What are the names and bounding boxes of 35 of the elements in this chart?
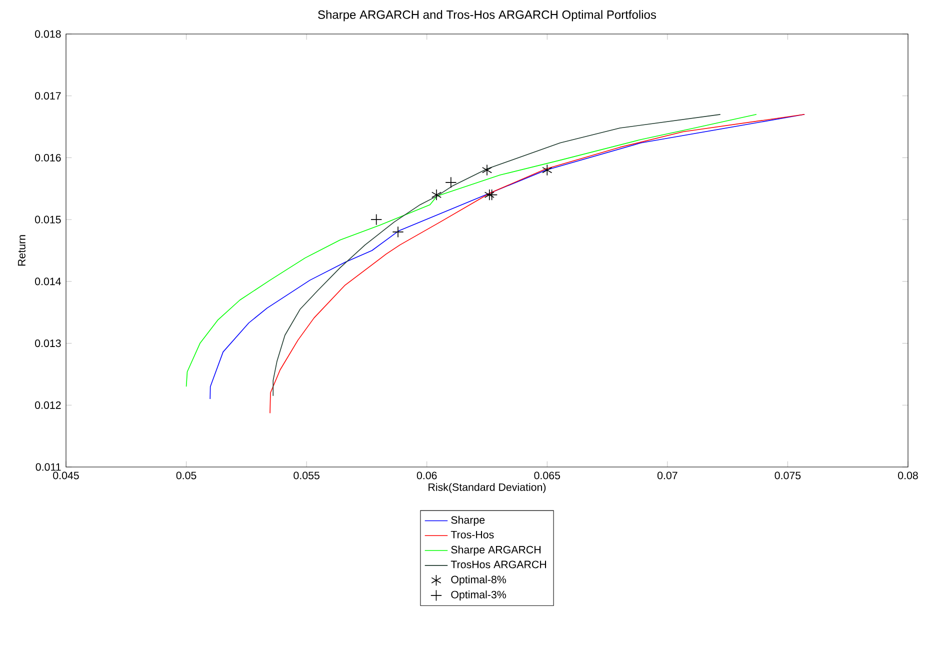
point [445, 176, 457, 188]
point [370, 214, 382, 226]
point [431, 189, 442, 201]
point [392, 226, 404, 238]
line-series [186, 114, 757, 387]
legend-label: Sharpe ARGARCH [451, 546, 540, 556]
x-tick-label: 0.06 [416, 472, 437, 480]
y-tick-label: 0.016 [35, 154, 61, 162]
x-tick-label: 0.08 [898, 472, 918, 480]
line-series [272, 114, 721, 396]
point [486, 189, 498, 201]
legend-label: Optimal-8% [451, 575, 506, 586]
point [542, 164, 552, 176]
x-tick-label: 0.07 [657, 472, 678, 480]
y-tick-label: 0.013 [35, 340, 61, 348]
y-tick-label: 0.012 [35, 401, 61, 409]
x-tick-label: 0.055 [294, 472, 320, 480]
chart-title: Sharpe ARGARCH and Tros-Hos ARGARCH Optimal Portfolios [318, 10, 656, 22]
x-axis-title: Risk(Standard Deviation) [428, 483, 546, 494]
x-tick-label: 0.065 [534, 472, 560, 480]
legend-label: TrosHos ARGARCH [450, 560, 546, 568]
x-tick-label: 0.075 [774, 472, 801, 480]
legend-label: Sharpe [451, 516, 485, 526]
y-tick-label: 0.011 [36, 463, 61, 471]
point [482, 164, 492, 176]
y-axis-title: Return [18, 235, 26, 266]
y-tick-label: 0.018 [35, 30, 61, 38]
y-tick-label: 0.017 [35, 92, 61, 100]
y-tick-label: 0.015 [35, 216, 61, 224]
point [484, 189, 494, 201]
x-tick-label: 0.05 [176, 472, 196, 480]
legend-label: Optimal-3% [451, 590, 506, 600]
x-tick-label: 0.045 [53, 472, 79, 480]
legend-label: Tros-Hos [450, 530, 494, 538]
y-tick-label: 0.014 [35, 278, 61, 286]
